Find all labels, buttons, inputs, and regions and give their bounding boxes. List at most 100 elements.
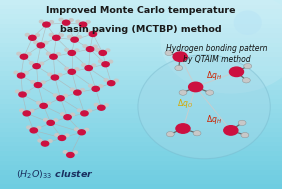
Circle shape bbox=[37, 43, 45, 48]
Circle shape bbox=[30, 109, 34, 112]
Circle shape bbox=[26, 91, 30, 93]
Text: $(H_2O)_{33}$ cluster: $(H_2O)_{33}$ cluster bbox=[16, 169, 94, 181]
Circle shape bbox=[59, 18, 63, 21]
Bar bbox=[0, 0, 281, 5]
Circle shape bbox=[27, 53, 31, 55]
Circle shape bbox=[71, 113, 75, 116]
Circle shape bbox=[54, 119, 58, 122]
Bar bbox=[0, 161, 281, 165]
Bar bbox=[0, 80, 281, 85]
Circle shape bbox=[165, 50, 173, 56]
Circle shape bbox=[39, 20, 43, 23]
Circle shape bbox=[78, 130, 85, 135]
Circle shape bbox=[98, 105, 105, 110]
Circle shape bbox=[241, 132, 249, 138]
Circle shape bbox=[86, 47, 94, 52]
Circle shape bbox=[166, 132, 174, 137]
Circle shape bbox=[86, 30, 90, 32]
Bar bbox=[0, 90, 281, 94]
Circle shape bbox=[64, 94, 68, 97]
Bar bbox=[0, 85, 281, 90]
Circle shape bbox=[57, 96, 64, 101]
Bar bbox=[0, 109, 281, 113]
Circle shape bbox=[49, 33, 53, 36]
Circle shape bbox=[31, 81, 35, 83]
Ellipse shape bbox=[160, 0, 282, 94]
Circle shape bbox=[99, 50, 106, 55]
Bar bbox=[0, 47, 281, 52]
Circle shape bbox=[109, 60, 113, 63]
Circle shape bbox=[38, 139, 42, 142]
Bar bbox=[0, 132, 281, 137]
Circle shape bbox=[98, 60, 102, 63]
Circle shape bbox=[83, 45, 87, 47]
Circle shape bbox=[80, 22, 87, 27]
Circle shape bbox=[63, 151, 67, 153]
Circle shape bbox=[238, 120, 246, 125]
Bar bbox=[0, 33, 281, 38]
Circle shape bbox=[63, 20, 70, 25]
Bar bbox=[0, 71, 281, 76]
Circle shape bbox=[23, 111, 30, 116]
Bar bbox=[0, 180, 281, 184]
Circle shape bbox=[92, 86, 99, 91]
Circle shape bbox=[16, 90, 19, 93]
Bar bbox=[0, 38, 281, 43]
Circle shape bbox=[48, 73, 52, 76]
Circle shape bbox=[61, 113, 65, 115]
Circle shape bbox=[50, 54, 57, 59]
Circle shape bbox=[27, 126, 31, 129]
Circle shape bbox=[30, 128, 38, 133]
Circle shape bbox=[58, 136, 66, 140]
Circle shape bbox=[74, 90, 81, 95]
Circle shape bbox=[65, 49, 69, 51]
Circle shape bbox=[53, 35, 60, 40]
Circle shape bbox=[68, 69, 76, 74]
Circle shape bbox=[94, 103, 98, 106]
Circle shape bbox=[43, 22, 50, 27]
Circle shape bbox=[40, 103, 47, 108]
Bar bbox=[0, 24, 281, 28]
Circle shape bbox=[176, 124, 190, 133]
Bar bbox=[0, 94, 281, 99]
Circle shape bbox=[17, 73, 25, 78]
Circle shape bbox=[106, 49, 110, 52]
Circle shape bbox=[55, 134, 59, 136]
Bar bbox=[0, 146, 281, 151]
Circle shape bbox=[37, 126, 41, 129]
Circle shape bbox=[47, 52, 50, 55]
Text: $\Delta q_O$: $\Delta q_O$ bbox=[177, 97, 193, 109]
Circle shape bbox=[244, 64, 252, 69]
Circle shape bbox=[30, 62, 34, 64]
Bar bbox=[0, 123, 281, 128]
Circle shape bbox=[14, 71, 18, 74]
Text: Hydrogen bonding pattern: Hydrogen bonding pattern bbox=[166, 44, 268, 53]
Circle shape bbox=[67, 153, 74, 157]
Bar bbox=[0, 104, 281, 109]
Circle shape bbox=[75, 49, 79, 52]
Ellipse shape bbox=[234, 10, 262, 35]
Bar bbox=[0, 170, 281, 175]
Circle shape bbox=[179, 90, 187, 95]
Circle shape bbox=[58, 74, 62, 76]
Circle shape bbox=[29, 35, 36, 40]
Circle shape bbox=[48, 140, 52, 142]
Bar bbox=[0, 128, 281, 132]
Text: $\Delta q_H$: $\Delta q_H$ bbox=[206, 69, 221, 82]
Circle shape bbox=[89, 84, 92, 87]
Circle shape bbox=[75, 128, 79, 131]
Circle shape bbox=[50, 21, 54, 23]
Bar bbox=[0, 175, 281, 180]
Circle shape bbox=[25, 33, 29, 36]
Circle shape bbox=[40, 62, 44, 65]
Circle shape bbox=[68, 35, 72, 38]
Bar bbox=[0, 118, 281, 123]
Ellipse shape bbox=[138, 55, 270, 159]
Circle shape bbox=[65, 134, 69, 137]
Circle shape bbox=[44, 119, 48, 121]
Text: Improved Monte Carlo temperature: Improved Monte Carlo temperature bbox=[46, 6, 235, 15]
Bar bbox=[0, 61, 281, 66]
Circle shape bbox=[96, 49, 100, 51]
Circle shape bbox=[20, 54, 28, 59]
Bar bbox=[0, 142, 281, 146]
